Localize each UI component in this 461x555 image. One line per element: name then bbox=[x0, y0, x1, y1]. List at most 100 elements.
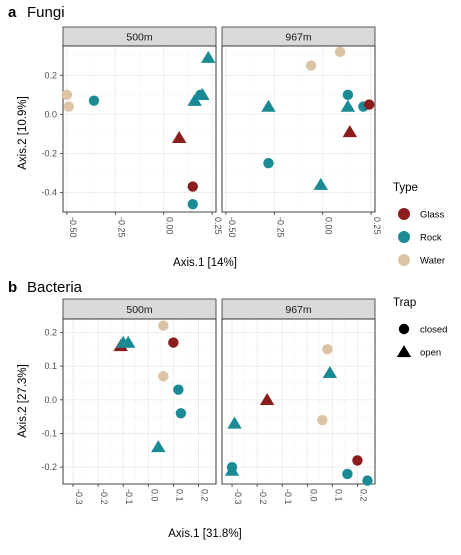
data-point-rock-closed bbox=[263, 157, 274, 169]
y-tick-label: 0.0 bbox=[44, 109, 57, 119]
plot-border bbox=[62, 318, 217, 485]
x-tick-label: -0.50 bbox=[68, 217, 78, 238]
plot-area-fungi: 500m -0.50 -0.25 0.00 0.25 -0.4 -0.2 0.0 0.2 967m… bbox=[41, 26, 382, 238]
data-point-rock-open bbox=[151, 440, 166, 453]
facet-967m-fungi: 967m -0.50 -0.25 0.00 0.25 bbox=[221, 26, 382, 238]
legend-key-glass bbox=[398, 208, 410, 220]
plot-area-bacteria: 500m -0.3 -0.2 -0.1 0.0 0.1 0.2 -0.2 -0.1 0.0 0.1 0… bbox=[41, 298, 376, 505]
data-point-glass-closed bbox=[187, 181, 198, 192]
facet-500m-bacteria: 500m -0.3 -0.2 -0.1 0.0 0.1 0.2 -0.2 -0.1 0.0 0.1 0… bbox=[41, 298, 217, 505]
y-tick-label: -0.2 bbox=[41, 148, 57, 158]
legend-label-open: open bbox=[420, 348, 441, 359]
data-point-water-closed bbox=[322, 344, 333, 355]
data-point-rock-closed bbox=[187, 198, 198, 210]
legend-key-rock bbox=[398, 231, 410, 243]
x-tick-label: -0.3 bbox=[233, 489, 243, 505]
plot-border bbox=[221, 318, 376, 485]
y-tick-label: 0.0 bbox=[44, 395, 57, 405]
legend-label-closed: closed bbox=[420, 325, 447, 336]
facet-strip-label: 500m bbox=[126, 31, 153, 43]
data-point-rock-closed bbox=[342, 468, 353, 480]
x-tick-label: 0.2 bbox=[358, 489, 368, 502]
x-axis-title-fungi: Axis.1 [14%] bbox=[173, 257, 237, 269]
data-point-rock-open bbox=[224, 463, 240, 476]
panel-title-fungi: Fungi bbox=[27, 4, 65, 21]
legend-key-closed bbox=[398, 323, 410, 335]
data-point-rock-open bbox=[201, 50, 216, 63]
x-tick-label: -0.50 bbox=[227, 217, 237, 238]
data-point-rock-open bbox=[261, 99, 276, 112]
x-tick-label: 0.00 bbox=[324, 217, 334, 235]
data-point-water-closed bbox=[158, 320, 169, 331]
y-axis-title-fungi: Axis.2 [10.9%] bbox=[17, 96, 29, 170]
data-point-rock-open bbox=[195, 87, 210, 101]
data-point-rock-open bbox=[227, 416, 242, 429]
facet-strip-label: 967m bbox=[285, 31, 312, 43]
facet-strip-label: 500m bbox=[126, 304, 153, 316]
legend-key-open bbox=[396, 345, 412, 358]
data-point-rock-closed bbox=[173, 384, 184, 395]
data-point-water-closed bbox=[63, 101, 75, 112]
legend-label-water: Water bbox=[420, 256, 445, 267]
facet-strip-label: 967m bbox=[285, 304, 312, 316]
x-tick-label: -0.25 bbox=[116, 217, 126, 238]
legend-trap: Trap closed open bbox=[393, 297, 447, 359]
x-tick-label: 0.25 bbox=[372, 217, 382, 235]
data-point-water-closed bbox=[334, 46, 346, 58]
plot-border bbox=[62, 45, 217, 213]
data-point-glass-closed bbox=[168, 337, 179, 348]
y-tick-label: -0.2 bbox=[41, 462, 57, 472]
facet-500m-fungi: 500m -0.50 -0.25 0.00 0.25 -0.4 -0.2 0.0 0.2 bbox=[41, 26, 223, 238]
panel-label-a: a bbox=[8, 4, 17, 21]
x-tick-label: 0.2 bbox=[199, 489, 209, 502]
data-point-rock-closed bbox=[88, 95, 100, 106]
x-tick-label: 0.1 bbox=[333, 489, 343, 502]
legend-key-water bbox=[398, 254, 410, 266]
x-tick-label: 0.25 bbox=[213, 217, 223, 235]
data-point-glass-open bbox=[342, 125, 358, 138]
legend-type-title: Type bbox=[393, 182, 418, 194]
x-tick-label: 0.0 bbox=[149, 489, 159, 502]
data-point-rock-open bbox=[322, 366, 338, 379]
legend-label-glass: Glass bbox=[420, 210, 445, 221]
data-point-rock-open bbox=[187, 93, 202, 106]
x-tick-label: 0.1 bbox=[174, 489, 184, 502]
x-tick-label: -0.2 bbox=[99, 489, 109, 505]
data-point-water-closed bbox=[317, 414, 328, 426]
panel-fungi: a Fungi 500m -0.50 -0.25 0.00 0.25 -0.4 -0.2 0.… bbox=[8, 4, 382, 269]
panel-label-b: b bbox=[8, 279, 17, 296]
facet-967m-bacteria: 967m -0.3 -0.2 -0.1 0.0 0.1 0.2 bbox=[221, 298, 376, 505]
panel-title-bacteria: Bacteria bbox=[27, 279, 83, 296]
x-axis-title-bacteria: Axis.1 [31.8%] bbox=[168, 528, 242, 540]
data-point-rock-open bbox=[313, 177, 328, 190]
x-tick-label: -0.1 bbox=[124, 489, 134, 505]
panel-bacteria: b Bacteria 500m -0.3 -0.2 -0.1 0.0 0.1 0.2 -0.2… bbox=[8, 279, 376, 540]
data-point-water-closed bbox=[61, 89, 73, 101]
legend-trap-title: Trap bbox=[393, 297, 416, 309]
data-point-glass-closed bbox=[352, 455, 363, 466]
y-tick-label: 0.2 bbox=[44, 70, 57, 80]
data-point-rock-open bbox=[340, 99, 356, 112]
legend-type: Type Glass Rock Water bbox=[393, 182, 445, 267]
data-point-water-closed bbox=[158, 371, 169, 382]
x-tick-label: -0.3 bbox=[74, 489, 84, 505]
x-tick-label: 0.00 bbox=[165, 217, 175, 235]
x-tick-label: 0.0 bbox=[308, 489, 318, 502]
data-point-glass-closed bbox=[363, 99, 375, 110]
data-point-rock-closed bbox=[175, 408, 187, 419]
x-tick-label: -0.1 bbox=[283, 489, 293, 505]
plot-background bbox=[62, 318, 217, 485]
data-point-rock-closed bbox=[342, 89, 354, 101]
plot-background bbox=[221, 318, 376, 485]
data-point-rock-closed bbox=[362, 475, 373, 486]
y-tick-label: 0.2 bbox=[44, 327, 57, 337]
data-point-glass-open bbox=[172, 130, 187, 143]
x-tick-label: -0.2 bbox=[258, 489, 268, 505]
y-tick-label: -0.1 bbox=[41, 428, 57, 438]
data-point-glass-open bbox=[259, 392, 275, 406]
y-tick-label: 0.1 bbox=[44, 361, 57, 371]
y-axis-title-bacteria: Axis.2 [27.3%] bbox=[17, 364, 29, 438]
y-tick-label: -0.4 bbox=[41, 187, 57, 197]
legend-label-rock: Rock bbox=[420, 233, 442, 244]
